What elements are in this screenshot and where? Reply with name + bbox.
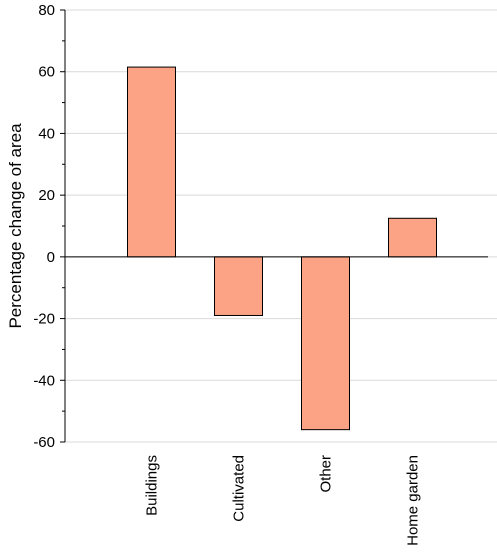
x-category-label: Other — [318, 455, 335, 493]
y-tick-label: -60 — [33, 434, 55, 451]
x-category-label: Buildings — [144, 455, 161, 516]
bar-cultivated — [214, 256, 263, 316]
x-category-label: Cultivated — [231, 455, 248, 522]
bar-other — [301, 256, 350, 431]
x-axis-category-labels: Buildings Cultivated Other Home garden — [144, 455, 422, 546]
y-tick-label: 20 — [38, 187, 55, 204]
y-tick-label: 40 — [38, 125, 55, 142]
y-tick-label: 80 — [38, 2, 55, 19]
y-tick-label: 0 — [47, 249, 55, 266]
y-axis-title: Percentage change of area — [6, 123, 25, 329]
bar-buildings — [127, 66, 176, 258]
y-tick-label: -20 — [33, 311, 55, 328]
y-axis-tick-labels: -60 -40 -20 0 20 40 60 80 — [33, 2, 55, 451]
bar-home-garden — [388, 217, 437, 258]
bars — [127, 66, 437, 431]
y-tick-label: 60 — [38, 64, 55, 81]
y-axis-ticks — [60, 9, 65, 443]
x-category-label: Home garden — [405, 455, 422, 546]
y-tick-label: -40 — [33, 372, 55, 389]
